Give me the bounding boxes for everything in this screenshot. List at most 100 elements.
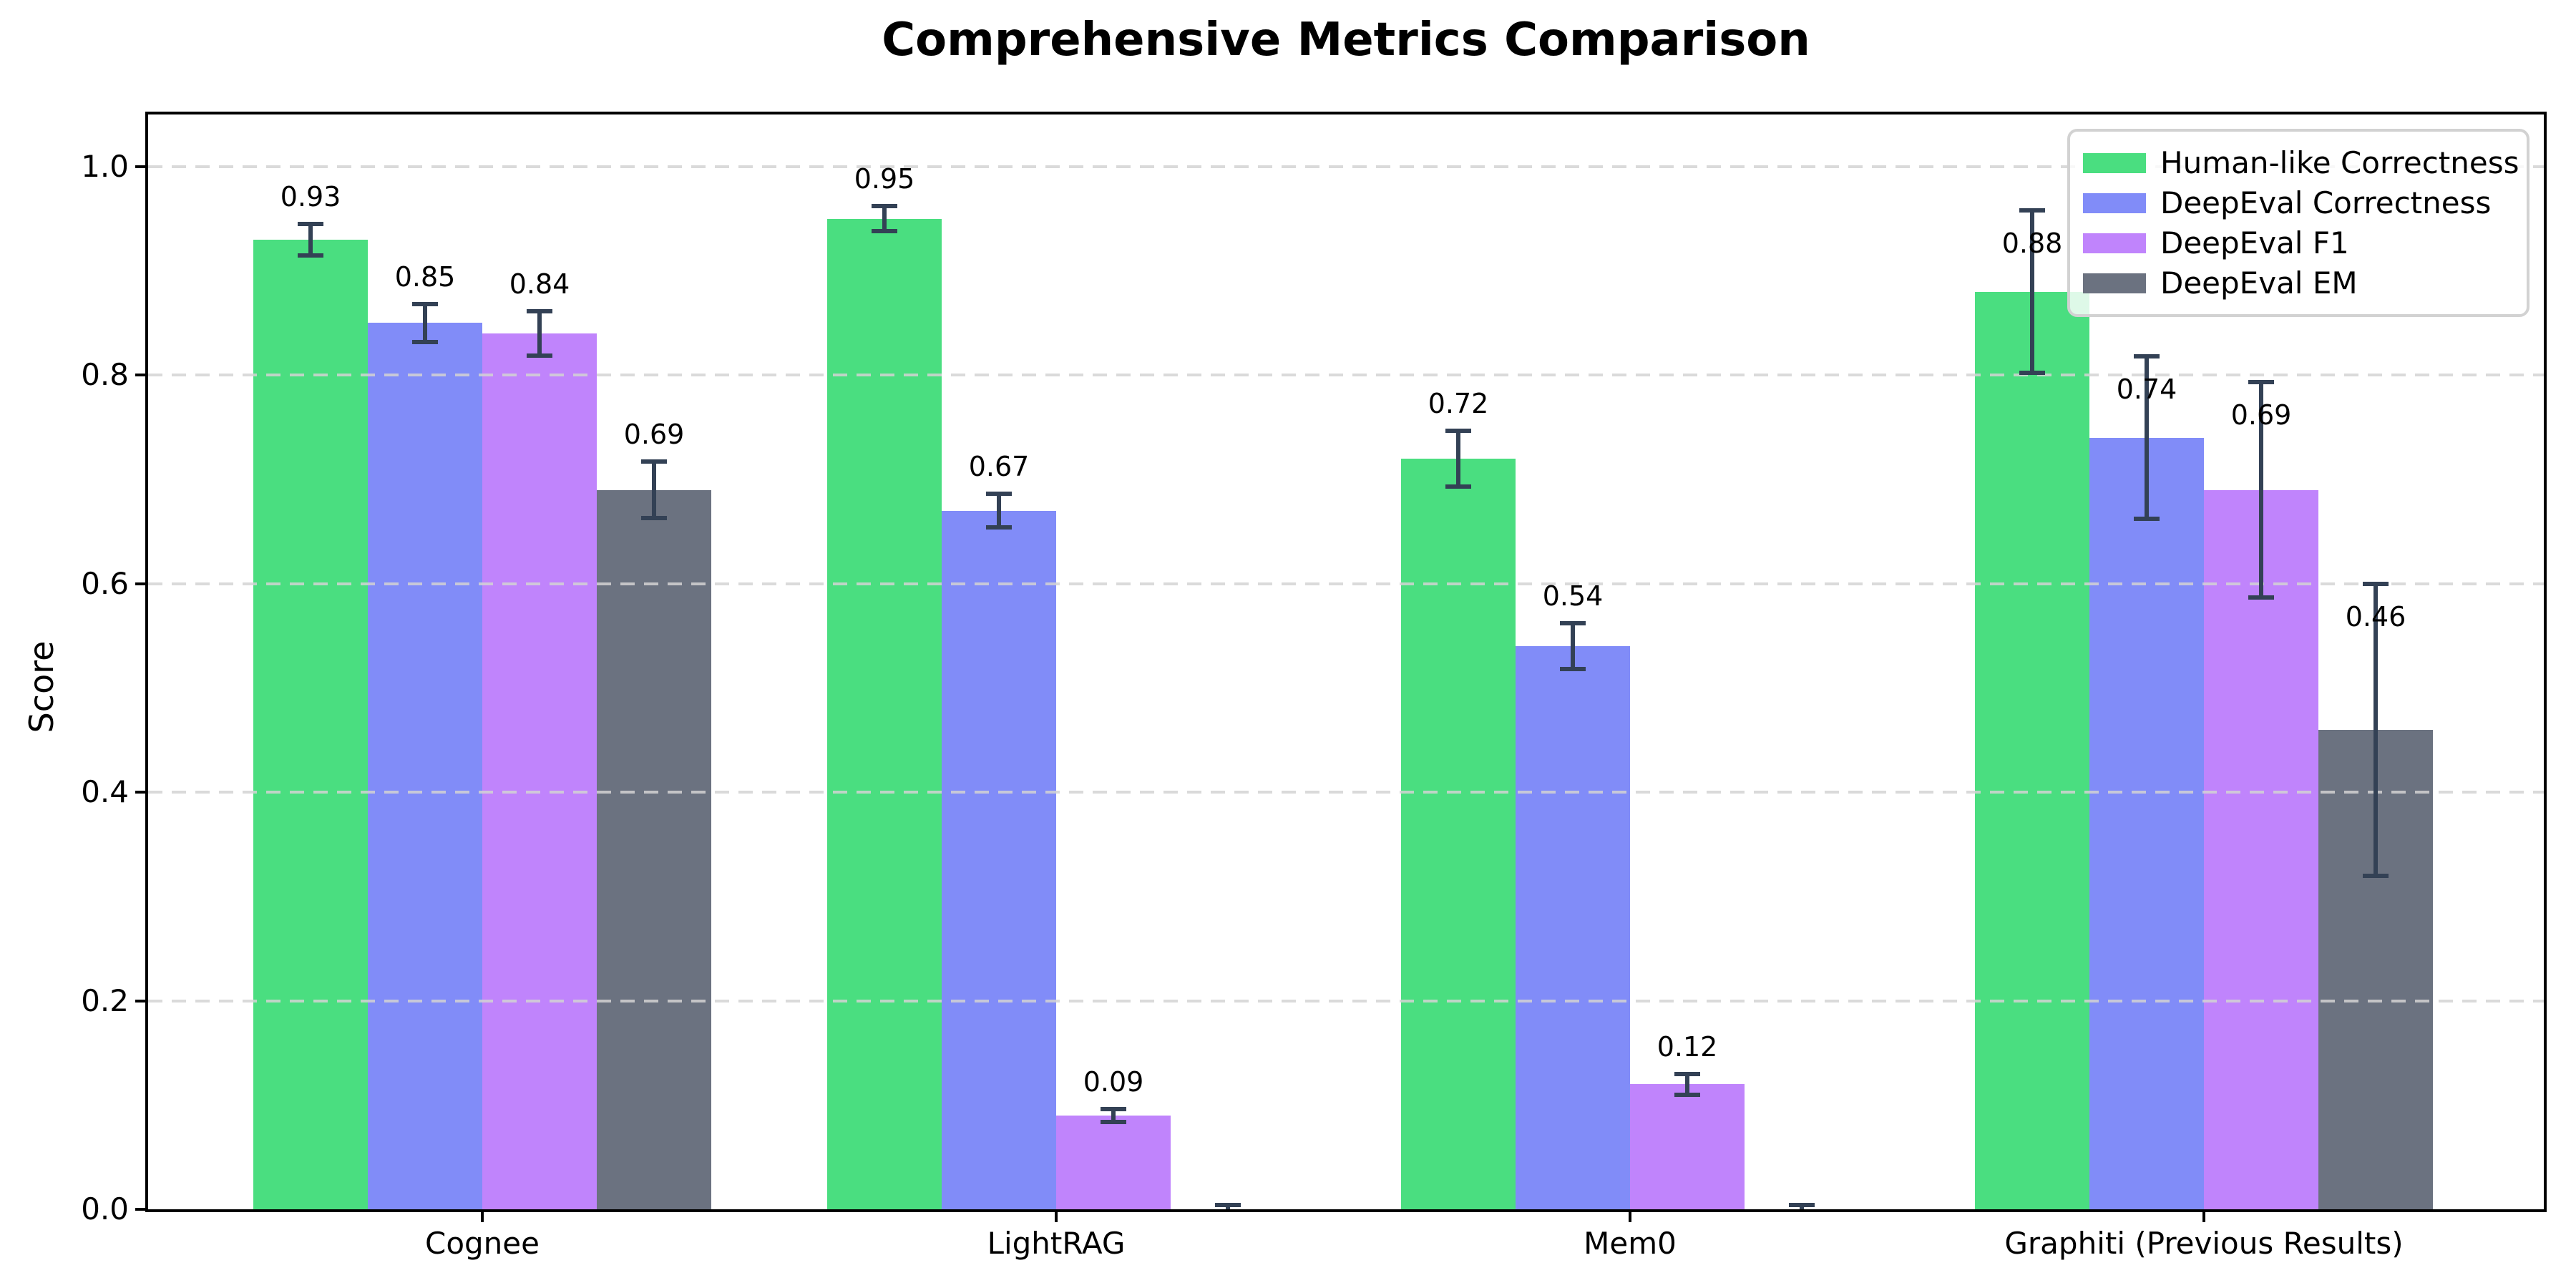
- error-bar-cap: [986, 492, 1012, 497]
- error-bar-cap: [872, 229, 897, 234]
- error-bar-stem: [2030, 210, 2034, 374]
- error-bar-cap: [2134, 517, 2160, 522]
- error-bar-cap: [1674, 1071, 1700, 1076]
- bar: [1516, 646, 1630, 1209]
- y-axis-tick-label: 0.4: [81, 774, 129, 810]
- y-axis-tick: [135, 582, 145, 585]
- y-axis-tick-label: 0.6: [81, 565, 129, 601]
- legend-swatch: [2083, 192, 2146, 213]
- error-bar-cap: [1101, 1119, 1126, 1124]
- error-bar-cap: [298, 253, 323, 258]
- y-axis-label: Score: [22, 640, 61, 733]
- legend-label: DeepEval Correctness: [2160, 185, 2492, 220]
- error-bar-stem: [652, 462, 656, 518]
- error-bar-stem: [2259, 382, 2263, 597]
- error-bar-cap: [2363, 581, 2389, 586]
- bar-value-label: 0.84: [509, 268, 570, 301]
- bar-value-label: 0.74: [2116, 374, 2177, 406]
- bar: [1630, 1084, 1745, 1209]
- y-axis-tick-label: 1.0: [81, 148, 129, 184]
- bar: [827, 218, 942, 1209]
- y-axis-tick: [135, 374, 145, 377]
- error-bar-stem: [1456, 430, 1460, 487]
- bar: [368, 323, 482, 1209]
- legend-label: DeepEval F1: [2160, 225, 2349, 260]
- y-axis-tick: [135, 1208, 145, 1211]
- error-bar-stem: [1111, 1109, 1116, 1122]
- error-bar-stem: [997, 494, 1001, 528]
- legend-item: DeepEval EM: [2083, 265, 2514, 301]
- x-axis-tick-label: Cognee: [425, 1226, 540, 1261]
- error-bar-cap: [1560, 621, 1586, 626]
- error-bar-cap: [298, 222, 323, 226]
- bar: [2204, 489, 2318, 1209]
- y-axis-tick-label: 0.2: [81, 982, 129, 1018]
- bar: [253, 239, 368, 1209]
- y-axis-tick-label: 0.8: [81, 357, 129, 393]
- error-bar-stem: [1571, 623, 1575, 670]
- error-bar-cap: [527, 353, 552, 358]
- error-bar-cap: [412, 339, 438, 344]
- bar: [2089, 437, 2204, 1209]
- x-axis-tick: [481, 1212, 484, 1222]
- gridline: [148, 791, 2544, 794]
- legend-item: DeepEval F1: [2083, 225, 2514, 260]
- error-bar-cap: [1789, 1203, 1815, 1208]
- bar-value-label: 0.67: [968, 451, 1030, 483]
- bar-value-label: 0.88: [2001, 228, 2063, 260]
- legend-label: Human-like Correctness: [2160, 145, 2519, 180]
- gridline: [148, 374, 2544, 377]
- legend-swatch: [2083, 273, 2146, 293]
- bar-value-label: 0.95: [854, 163, 915, 195]
- error-bar-cap: [527, 309, 552, 314]
- bar-value-label: 0.93: [280, 181, 341, 213]
- error-bar-cap: [1445, 428, 1471, 433]
- error-bar-cap: [1560, 667, 1586, 672]
- error-bar-stem: [537, 311, 542, 356]
- error-bar-cap: [2248, 595, 2274, 600]
- error-bar-cap: [1445, 484, 1471, 489]
- bar: [942, 510, 1056, 1209]
- error-bar-cap: [2134, 354, 2160, 359]
- error-bar-cap: [641, 459, 667, 464]
- bar-value-label: 0.54: [1542, 580, 1604, 613]
- error-bar-cap: [2019, 371, 2045, 376]
- y-axis-tick: [135, 999, 145, 1002]
- y-axis-tick-label: 0.0: [81, 1191, 129, 1226]
- error-bar-cap: [412, 302, 438, 307]
- gridline: [148, 582, 2544, 585]
- legend-swatch: [2083, 233, 2146, 253]
- error-bar-cap: [641, 515, 667, 520]
- legend-label: DeepEval EM: [2160, 265, 2358, 301]
- bar-value-label: 0.69: [623, 419, 685, 451]
- bar-value-label: 0.09: [1083, 1066, 1144, 1098]
- error-bar-cap: [1215, 1203, 1241, 1208]
- bar: [1056, 1115, 1171, 1209]
- error-bar-stem: [1685, 1073, 1689, 1095]
- error-bar-cap: [872, 204, 897, 209]
- error-bar-cap: [2248, 380, 2274, 385]
- bar-value-label: 0.72: [1428, 387, 1489, 419]
- gridline: [148, 999, 2544, 1002]
- bar: [482, 333, 597, 1209]
- bar: [1975, 291, 2089, 1209]
- bar: [1401, 458, 1516, 1209]
- error-bar-stem: [308, 224, 313, 255]
- x-axis-tick-label: Graphiti (Previous Results): [2004, 1226, 2404, 1261]
- x-axis-tick: [1629, 1212, 1631, 1222]
- y-axis-tick: [135, 165, 145, 168]
- legend-item: Human-like Correctness: [2083, 145, 2519, 180]
- y-axis-tick: [135, 791, 145, 794]
- bar-value-label: 0.69: [2230, 399, 2292, 431]
- error-bar-stem: [423, 304, 427, 342]
- error-bar-cap: [1101, 1107, 1126, 1112]
- error-bar-stem: [882, 206, 887, 232]
- error-bar-stem: [2373, 583, 2378, 876]
- legend-item: DeepEval Correctness: [2083, 185, 2514, 220]
- bar: [597, 489, 711, 1209]
- chart-title: Comprehensive Metrics Comparison: [882, 14, 1810, 67]
- legend-swatch: [2083, 152, 2146, 173]
- x-axis-tick: [2202, 1212, 2205, 1222]
- x-axis-tick-label: LightRAG: [987, 1226, 1126, 1261]
